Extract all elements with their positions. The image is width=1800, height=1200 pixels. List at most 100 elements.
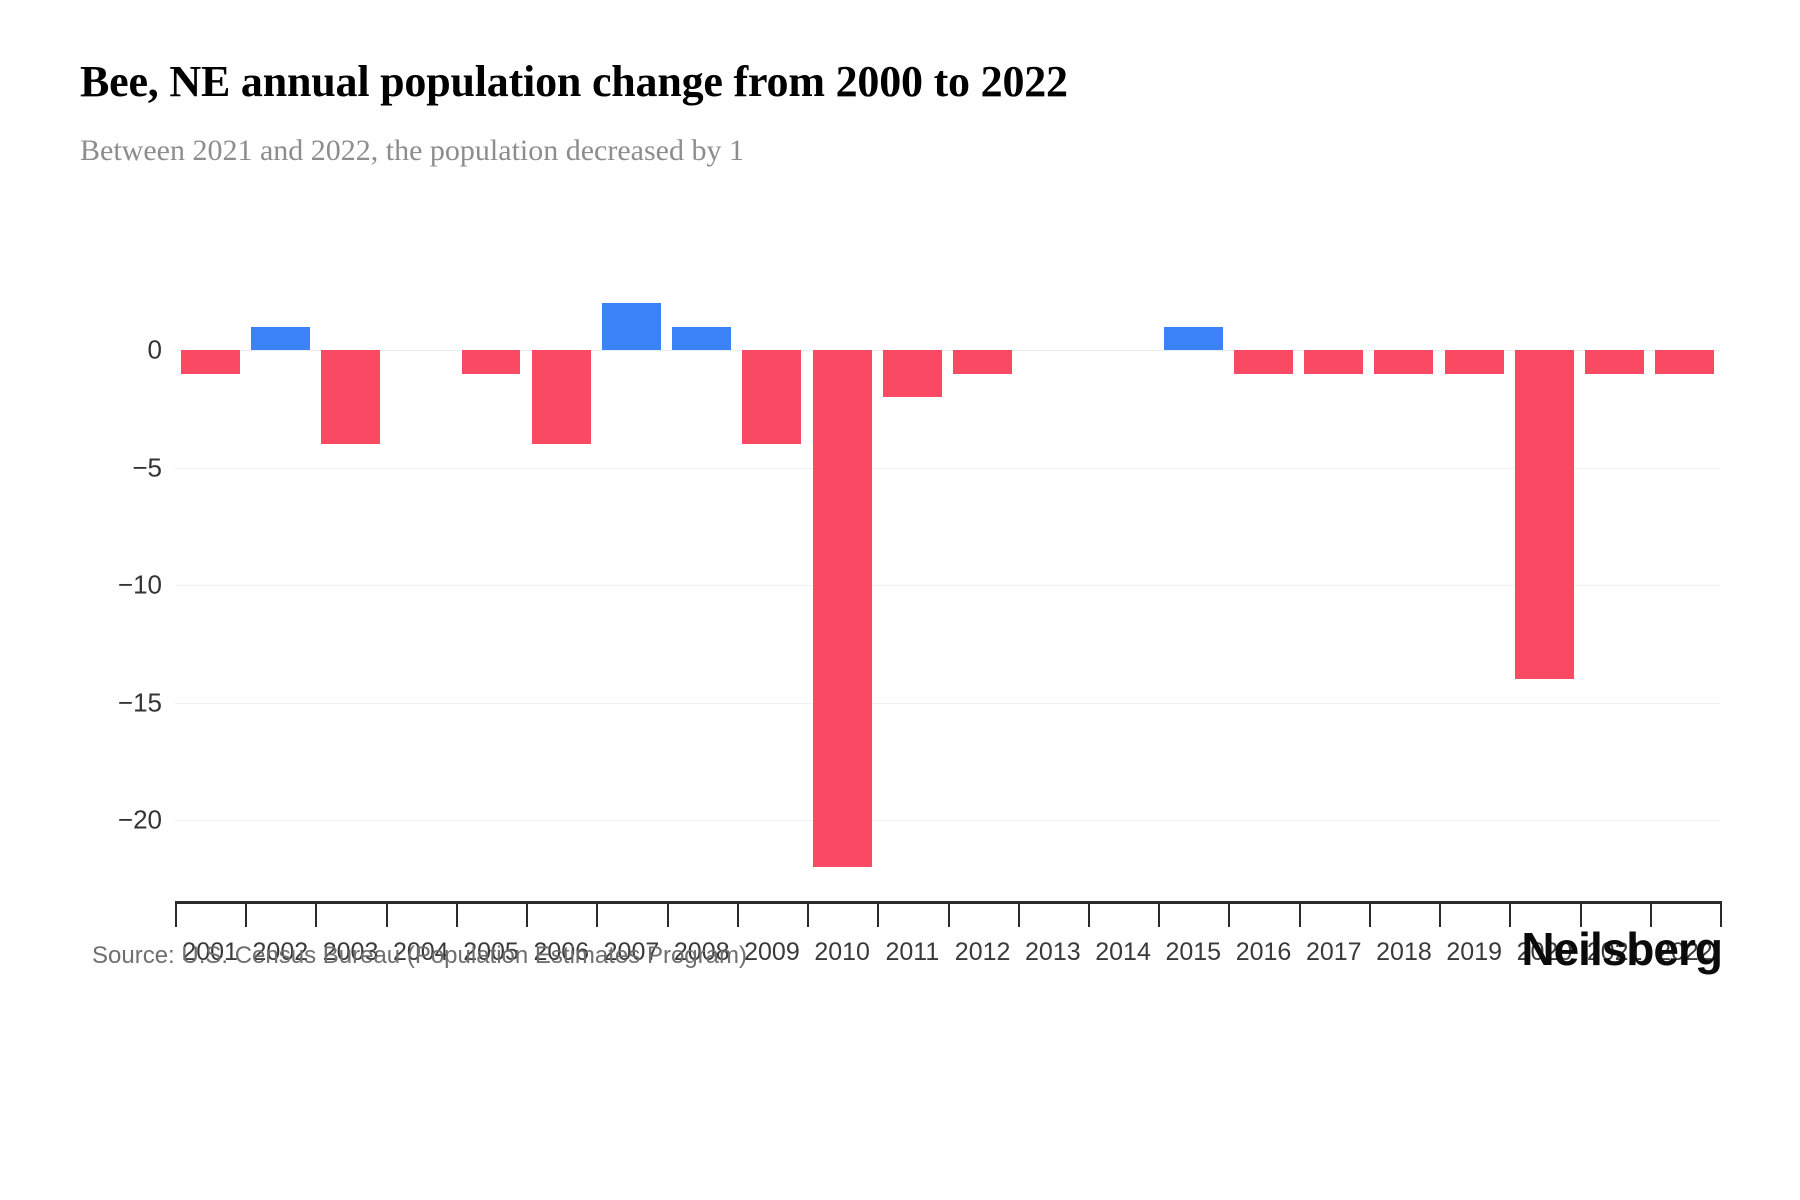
x-tick bbox=[1649, 901, 1652, 927]
x-tick bbox=[315, 901, 318, 927]
y-tick-label: −15 bbox=[117, 687, 162, 717]
x-tick-label: 2007 bbox=[603, 938, 660, 966]
bar-slot[interactable] bbox=[1299, 250, 1369, 901]
x-tick-label: 2003 bbox=[322, 938, 379, 966]
bar-slot[interactable] bbox=[1580, 250, 1650, 901]
bar-slot[interactable] bbox=[526, 250, 596, 901]
x-tick bbox=[1579, 901, 1582, 927]
gridline-0 bbox=[175, 350, 1720, 351]
x-tick bbox=[245, 901, 248, 927]
bar[interactable] bbox=[531, 350, 591, 444]
bar[interactable] bbox=[1374, 350, 1434, 374]
brand-logo: Neilsberg bbox=[1521, 923, 1723, 975]
gridline--15 bbox=[175, 702, 1720, 704]
x-tick-label: 2020 bbox=[1516, 938, 1573, 966]
source-note: Source: U.S. Census Bureau (Population E… bbox=[92, 942, 747, 969]
page-subtitle: Between 2021 and 2022, the population de… bbox=[80, 134, 744, 167]
x-tick bbox=[1017, 901, 1020, 927]
x-tick-label: 2010 bbox=[814, 938, 870, 966]
x-tick-label: 2022 bbox=[1657, 938, 1713, 966]
bar-slot[interactable] bbox=[596, 250, 666, 901]
bar-slot[interactable] bbox=[1088, 250, 1158, 901]
x-tick bbox=[1228, 901, 1231, 927]
bar[interactable] bbox=[1585, 350, 1645, 374]
x-tick-label: 2017 bbox=[1305, 938, 1362, 966]
x-tick-label: 2021 bbox=[1586, 938, 1643, 966]
bar-slot[interactable] bbox=[1650, 250, 1720, 901]
bar-slot[interactable] bbox=[667, 250, 737, 901]
x-tick bbox=[1087, 901, 1090, 927]
bar[interactable] bbox=[1304, 350, 1364, 374]
bar-slot[interactable] bbox=[1158, 250, 1228, 901]
x-tick-label: 2001 bbox=[182, 938, 238, 966]
x-tick bbox=[385, 901, 388, 927]
bar-slot[interactable] bbox=[1369, 250, 1439, 901]
x-tick-label: 2009 bbox=[744, 938, 800, 966]
y-tick-label: −20 bbox=[117, 804, 162, 835]
bar[interactable] bbox=[953, 350, 1013, 374]
bar-slot[interactable] bbox=[315, 250, 385, 901]
bar-slot[interactable] bbox=[948, 250, 1018, 901]
x-tick-label: 2002 bbox=[252, 938, 309, 966]
x-tick-label: 2015 bbox=[1165, 938, 1222, 966]
x-tick bbox=[175, 901, 177, 927]
bar-slot[interactable] bbox=[737, 250, 807, 901]
x-tick bbox=[1368, 901, 1371, 927]
x-tick-label: 2006 bbox=[533, 938, 590, 966]
bar[interactable] bbox=[250, 326, 310, 350]
bar[interactable] bbox=[1655, 350, 1715, 374]
x-tick bbox=[736, 901, 739, 927]
bar-series bbox=[175, 250, 1720, 901]
bar-slot[interactable] bbox=[386, 250, 456, 901]
bar[interactable] bbox=[672, 326, 732, 350]
bar-slot[interactable] bbox=[1509, 250, 1579, 901]
x-tick bbox=[666, 901, 669, 927]
bar[interactable] bbox=[601, 303, 661, 350]
x-tick-label: 2013 bbox=[1025, 938, 1081, 966]
y-tick-label: 0 bbox=[147, 334, 162, 365]
x-tick bbox=[1509, 901, 1512, 927]
gridline--20 bbox=[175, 820, 1720, 821]
x-tick bbox=[877, 901, 880, 927]
bar[interactable] bbox=[321, 350, 381, 444]
bar[interactable] bbox=[1234, 350, 1293, 374]
bar[interactable] bbox=[882, 350, 942, 397]
x-tick bbox=[596, 901, 599, 927]
x-tick bbox=[526, 901, 529, 927]
x-tick-label: 2011 bbox=[885, 938, 940, 966]
x-tick bbox=[947, 901, 950, 927]
bar-slot[interactable] bbox=[1439, 250, 1509, 901]
bar[interactable] bbox=[812, 350, 872, 867]
x-tick bbox=[1298, 901, 1301, 927]
x-tick bbox=[807, 901, 810, 927]
bar-slot[interactable] bbox=[175, 250, 245, 901]
gridline--10 bbox=[175, 585, 1720, 586]
bar-slot[interactable] bbox=[456, 250, 526, 901]
page-title: Bee, NE annual population change from 20… bbox=[80, 57, 1068, 106]
bar-slot[interactable] bbox=[807, 250, 877, 901]
x-tick bbox=[1720, 901, 1722, 927]
bar[interactable] bbox=[1163, 326, 1223, 350]
bar[interactable] bbox=[742, 350, 802, 444]
bar-slot[interactable] bbox=[245, 250, 315, 901]
x-tick-label: 2014 bbox=[1095, 938, 1151, 966]
x-tick-label: 2005 bbox=[463, 938, 519, 966]
bar-slot[interactable] bbox=[877, 250, 947, 901]
x-tick-label: 2008 bbox=[673, 938, 730, 966]
y-tick-label: −5 bbox=[132, 452, 162, 482]
y-tick-label: −10 bbox=[117, 569, 162, 600]
x-tick-label: 2012 bbox=[954, 938, 1011, 966]
plot-area bbox=[175, 250, 1720, 901]
x-tick-label: 2019 bbox=[1446, 938, 1503, 966]
x-tick bbox=[1158, 901, 1161, 927]
bar-slot[interactable] bbox=[1228, 250, 1298, 901]
bar[interactable] bbox=[1514, 350, 1574, 679]
bar[interactable] bbox=[461, 350, 521, 374]
x-tick bbox=[455, 901, 458, 927]
bar[interactable] bbox=[180, 350, 240, 374]
bar-slot[interactable] bbox=[1018, 250, 1088, 901]
gridline--5 bbox=[175, 467, 1720, 469]
bar[interactable] bbox=[1444, 350, 1504, 374]
x-tick-label: 2018 bbox=[1376, 938, 1432, 966]
